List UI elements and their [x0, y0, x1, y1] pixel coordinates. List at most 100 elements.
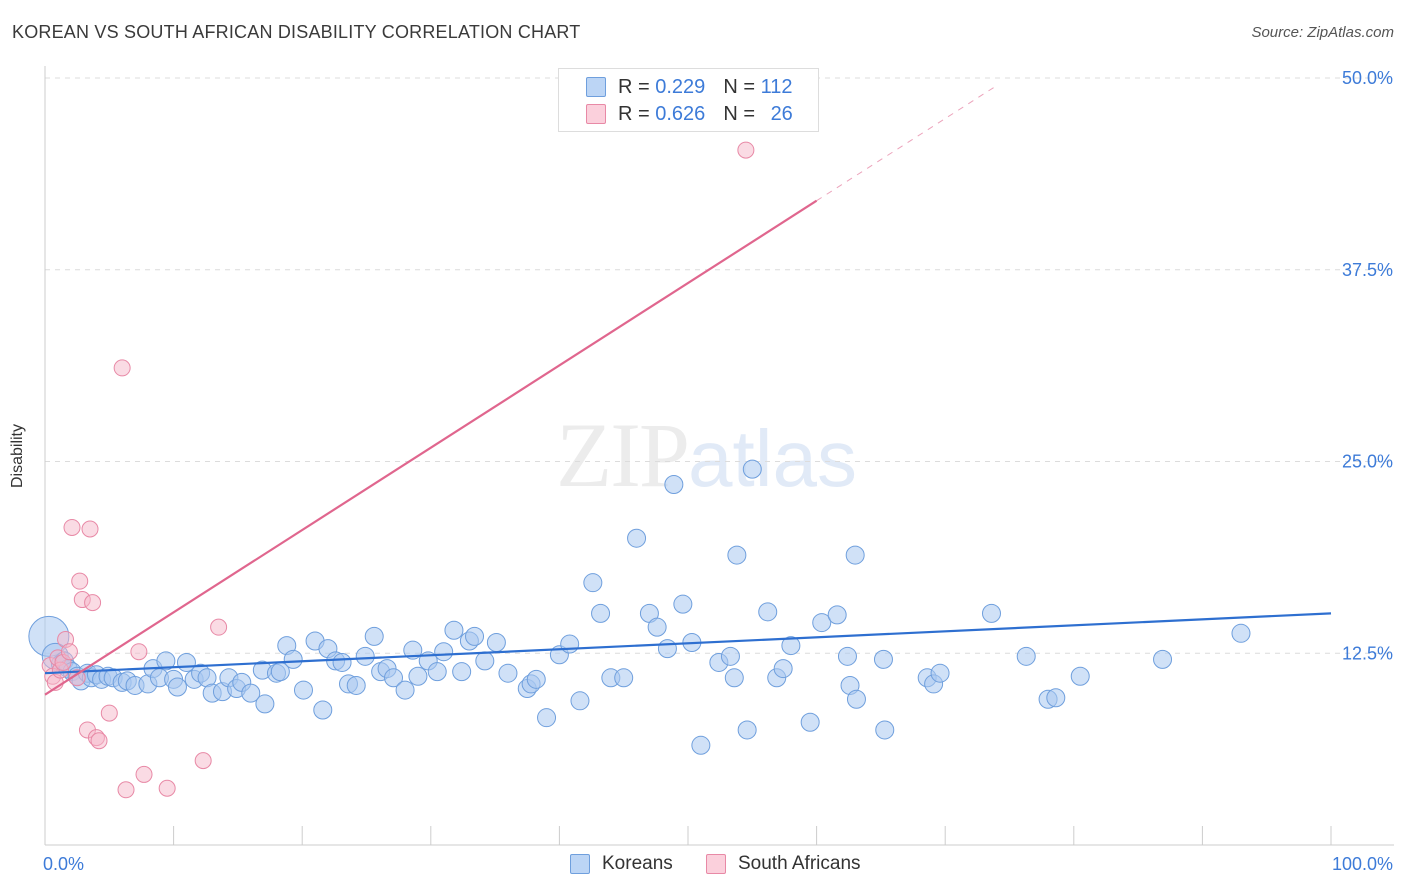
chart-title: KOREAN VS SOUTH AFRICAN DISABILITY CORRE…	[12, 22, 581, 42]
legend-r-label: R =	[618, 75, 650, 98]
korean-data-point	[591, 603, 611, 623]
korean-data-point	[812, 613, 832, 633]
south-african-data-point	[90, 732, 108, 750]
bottom-legend-label-koreans: Koreans	[602, 853, 673, 874]
south-african-data-point	[60, 643, 78, 661]
korean-data-point	[827, 605, 847, 625]
korean-data-point	[930, 663, 950, 683]
south-african-data-point	[81, 520, 99, 538]
korean-data-point	[498, 663, 518, 683]
korean-data-point	[1153, 649, 1173, 669]
korean-data-point	[737, 720, 757, 740]
korean-data-point	[845, 545, 865, 565]
y-tick-label: 50.0%	[1342, 68, 1393, 88]
correlation-legend: R = 0.229 N = 112 R = 0.626 N = 26	[558, 68, 819, 132]
y-tick-label: 25.0%	[1342, 452, 1393, 472]
korean-data-point	[537, 708, 557, 728]
bottom-legend-koreans: Koreans	[570, 851, 673, 877]
legend-row-south-africans: R = 0.626 N = 26	[559, 101, 793, 127]
korean-trend-line	[44, 612, 1332, 675]
bottom-legend-label-south-africans: South Africans	[738, 853, 861, 874]
korean-data-point	[758, 602, 778, 622]
y-tick-label: 37.5%	[1342, 260, 1393, 280]
legend-n-label: N =	[723, 75, 755, 98]
y-tick-label: 12.5%	[1342, 643, 1393, 663]
legend-swatch-koreans	[586, 77, 606, 97]
korean-data-point	[673, 594, 693, 614]
korean-data-point	[444, 620, 464, 640]
korean-data-point	[465, 626, 485, 646]
korean-data-point	[724, 668, 744, 688]
korean-data-point	[614, 668, 634, 688]
korean-data-point	[403, 640, 423, 660]
korean-data-point	[475, 651, 495, 671]
korean-data-point	[664, 475, 684, 495]
south-african-data-point	[737, 141, 755, 159]
legend-r-value-koreans: 0.229	[655, 75, 706, 98]
korean-data-point	[846, 689, 866, 709]
south-african-trend-line	[44, 199, 818, 696]
bottom-legend-swatch-south-africans	[706, 854, 726, 874]
south-african-data-point	[100, 704, 118, 722]
legend-r-value-south-africans: 0.626	[655, 102, 706, 125]
korean-data-point	[408, 666, 428, 686]
korean-data-point	[1046, 688, 1066, 708]
korean-data-point	[781, 636, 801, 656]
south-african-data-point	[130, 643, 148, 661]
legend-swatch-south-africans	[586, 104, 606, 124]
korean-data-point	[434, 642, 454, 662]
south-african-data-point	[158, 779, 176, 797]
korean-data-point	[981, 603, 1001, 623]
korean-data-point	[875, 720, 895, 740]
korean-data-point	[627, 528, 647, 548]
korean-data-point	[427, 662, 447, 682]
korean-data-point	[583, 573, 603, 593]
south-african-data-point	[71, 572, 89, 590]
bottom-legend-south-africans: South Africans	[706, 851, 861, 877]
korean-data-point	[837, 646, 857, 666]
korean-data-point	[384, 668, 404, 688]
korean-data-point	[873, 649, 893, 669]
south-african-data-point	[63, 518, 81, 536]
korean-data-point	[167, 677, 187, 697]
korean-data-point	[452, 662, 472, 682]
source-credit: Source: ZipAtlas.com	[1251, 24, 1394, 41]
korean-data-point	[255, 694, 275, 714]
korean-data-point	[364, 626, 384, 646]
korean-data-point	[241, 683, 261, 703]
korean-data-point	[486, 633, 506, 653]
korean-data-point	[1016, 646, 1036, 666]
korean-data-point	[355, 646, 375, 666]
bottom-legend-swatch-koreans	[570, 854, 590, 874]
korean-data-point	[283, 649, 303, 669]
korean-data-point	[570, 691, 590, 711]
watermark-atlas: atlas	[688, 414, 857, 503]
korean-data-point	[156, 651, 176, 671]
south-african-data-point	[117, 781, 135, 799]
x-tick-label: 100.0%	[1332, 854, 1393, 874]
korean-data-point	[727, 545, 747, 565]
korean-data-point	[395, 680, 415, 700]
korean-data-point	[647, 617, 667, 637]
legend-r-label: R =	[618, 102, 650, 125]
korean-data-point	[526, 669, 546, 689]
korean-data-point	[773, 659, 793, 679]
legend-row-koreans: R = 0.229 N = 112	[559, 74, 792, 100]
korean-data-point	[293, 680, 313, 700]
korean-data-point	[742, 459, 762, 479]
x-tick-label: 0.0%	[43, 854, 84, 874]
korean-data-point	[720, 646, 740, 666]
south-african-data-point	[84, 594, 102, 612]
legend-n-value-south-africans: 26	[770, 102, 793, 125]
south-african-data-point	[210, 618, 228, 636]
south-african-data-point	[135, 765, 153, 783]
korean-data-point	[800, 712, 820, 732]
korean-data-point	[332, 652, 352, 672]
south-african-trend-extension	[816, 85, 997, 202]
korean-data-point	[1231, 623, 1251, 643]
korean-data-point	[560, 634, 580, 654]
korean-data-point	[691, 735, 711, 755]
korean-data-point	[313, 700, 333, 720]
korean-data-point	[346, 675, 366, 695]
